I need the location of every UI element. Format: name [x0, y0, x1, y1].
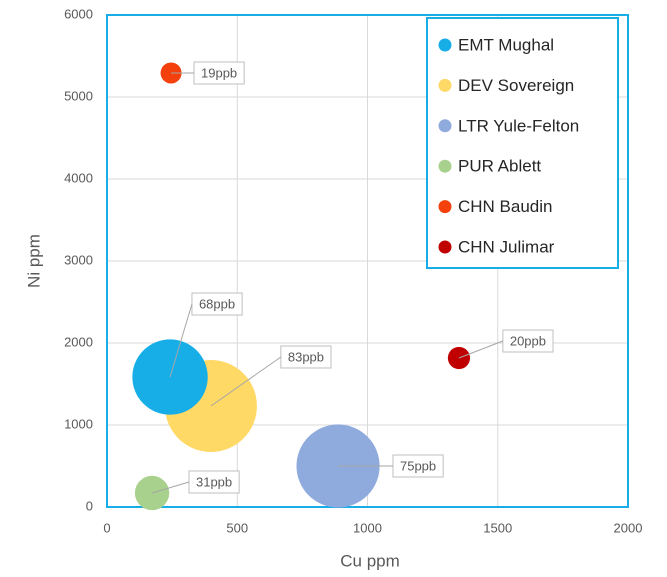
x-tick-label: 2000 — [614, 520, 643, 535]
data-label: 83ppb — [288, 349, 324, 364]
legend-label: LTR Yule-Felton — [458, 116, 579, 135]
data-label: 19ppb — [201, 65, 237, 80]
leader-line — [458, 340, 504, 359]
y-tick-label: 0 — [86, 498, 93, 513]
y-tick-label: 2000 — [64, 334, 93, 349]
data-label: 20ppb — [510, 333, 546, 348]
legend-marker — [438, 159, 452, 173]
y-axis-title: Ni ppm — [24, 234, 43, 288]
data-label: 68ppb — [199, 296, 235, 311]
bubble — [132, 339, 208, 415]
legend-label: EMT Mughal — [458, 35, 554, 54]
leader-line — [210, 356, 282, 407]
legend-marker — [438, 240, 452, 254]
legend-marker — [438, 38, 452, 52]
legend-box — [426, 17, 619, 269]
legend-label: CHN Baudin — [458, 197, 553, 216]
legend: EMT Mughal DEV Sovereign LTR Yule-Felton PU… — [426, 17, 619, 269]
y-tick-label: 5000 — [64, 88, 93, 103]
plot-border — [106, 14, 629, 508]
data-label: 31ppb — [196, 474, 232, 489]
y-tick-label: 3000 — [64, 252, 93, 267]
leader-line — [151, 481, 190, 494]
x-tick-label: 500 — [226, 520, 248, 535]
x-tick-label: 0 — [103, 520, 110, 535]
legend-label: DEV Sovereign — [458, 76, 574, 95]
data-label: 75ppb — [400, 458, 436, 473]
x-tick-label: 1000 — [353, 520, 382, 535]
legend-marker — [438, 119, 452, 133]
x-tick-label: 1500 — [483, 520, 512, 535]
legend-marker — [438, 78, 452, 92]
y-tick-label: 1000 — [64, 416, 93, 431]
y-tick-label: 4000 — [64, 170, 93, 185]
x-axis-title: Cu ppm — [340, 551, 400, 570]
legend-label: CHN Julimar — [458, 237, 555, 256]
legend-label: PUR Ablett — [458, 157, 541, 176]
leader-line — [169, 303, 193, 378]
legend-marker — [438, 200, 452, 214]
y-tick-label: 6000 — [64, 6, 93, 21]
